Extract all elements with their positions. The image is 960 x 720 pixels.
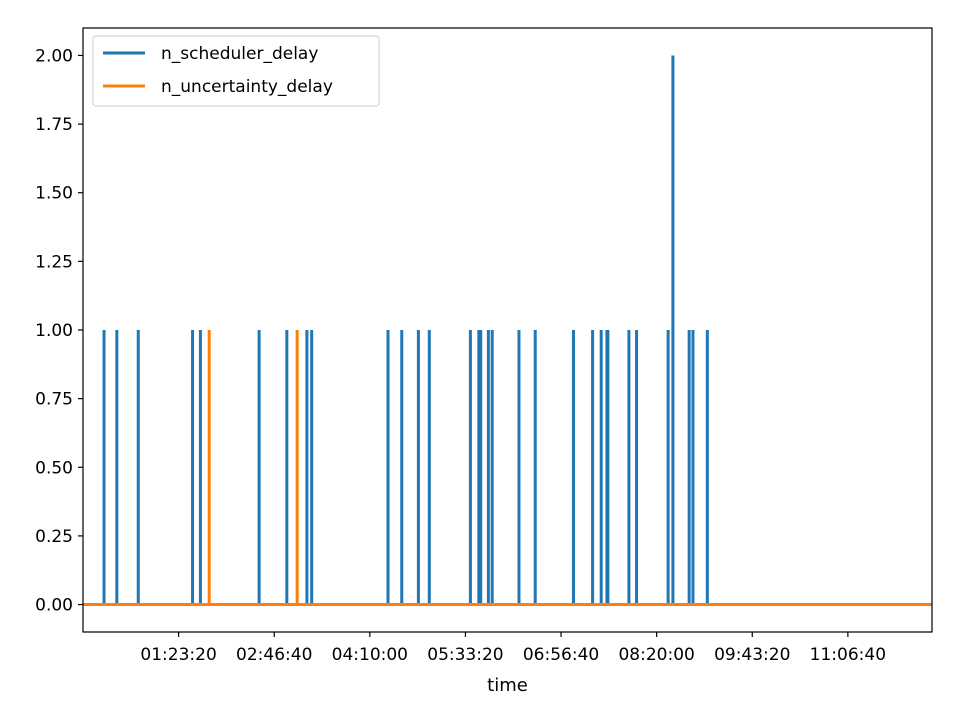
x-tick-label: 06:56:40: [523, 645, 599, 665]
x-tick-label: 02:46:40: [236, 645, 312, 665]
legend-label: n_scheduler_delay: [161, 44, 318, 64]
x-tick-label: 09:43:20: [714, 645, 790, 665]
y-tick-label: 0.25: [35, 527, 73, 547]
y-tick-label: 0.75: [35, 390, 73, 410]
x-tick-label: 08:20:00: [618, 645, 694, 665]
y-tick-label: 1.00: [35, 321, 73, 341]
x-tick-label: 04:10:00: [332, 645, 408, 665]
y-tick-label: 1.25: [35, 252, 73, 272]
legend-box: [92, 35, 380, 107]
y-tick-label: 1.50: [35, 184, 73, 204]
series-n_scheduler_delay: [83, 55, 932, 607]
x-axis: 01:23:20 02:46:40 04:10:00 05:33:20 06:56:40…: [140, 632, 886, 665]
legend: n_scheduler_delay n_uncertainty_delay: [92, 35, 380, 107]
plot-frame: [83, 28, 932, 632]
series-n_uncertainty_delay: [83, 330, 932, 607]
y-tick-label: 1.75: [35, 115, 73, 135]
series-layer: [83, 55, 932, 607]
x-tick-label: 11:06:40: [810, 645, 886, 665]
y-axis: 0.00 0.25 0.50 0.75 1.00 1.25 1.50 1.75 2.00: [35, 46, 83, 616]
x-tick-label: 01:23:20: [140, 645, 216, 665]
y-tick-label: 2.00: [35, 46, 73, 66]
plot-area: [83, 28, 932, 632]
legend-label: n_uncertainty_delay: [161, 77, 333, 97]
x-axis-title: time: [487, 675, 528, 696]
x-tick-label: 05:33:20: [427, 645, 503, 665]
y-tick-label: 0.00: [35, 596, 73, 616]
y-tick-label: 0.50: [35, 458, 73, 478]
